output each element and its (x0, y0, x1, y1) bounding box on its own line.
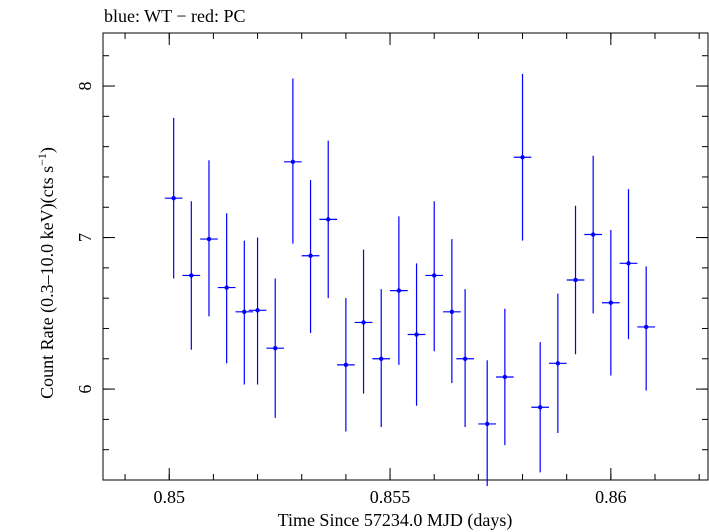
data-points (164, 73, 656, 487)
point-marker (573, 277, 578, 283)
x-tick-label: 0.85 (153, 487, 185, 507)
y-axis-label-main: Count Rate (0.3–10.0 keV)(cts s (37, 166, 58, 399)
chart-title: blue: WT − red: PC (104, 6, 245, 26)
data-point (200, 160, 218, 317)
point-marker (379, 356, 384, 361)
point-marker (432, 273, 437, 278)
point-marker (484, 421, 490, 427)
x-tick-label: 0.86 (595, 487, 627, 507)
y-axis-label-superscript: −1 (35, 153, 49, 166)
data-point (443, 239, 461, 384)
data-point (496, 308, 514, 446)
point-marker (608, 300, 614, 305)
point-marker (396, 288, 402, 293)
point-marker (189, 273, 194, 278)
x-tick-label: 0.855 (370, 487, 411, 507)
x-axis-label: Time Since 57234.0 MJD (days) (278, 510, 513, 531)
data-point (390, 216, 408, 365)
point-marker (273, 345, 278, 351)
point-marker (171, 195, 176, 201)
data-point (217, 213, 236, 364)
data-point (584, 155, 603, 314)
point-marker (626, 261, 631, 266)
point-marker (555, 361, 561, 366)
y-tick-label: 7 (75, 233, 95, 242)
point-marker (502, 374, 508, 380)
point-marker (255, 308, 260, 313)
point-marker (206, 236, 212, 242)
point-marker (326, 217, 331, 222)
point-marker (590, 232, 596, 237)
y-tick-label: 8 (75, 82, 95, 91)
data-point (337, 298, 355, 432)
data-point (566, 205, 585, 355)
data-point (284, 78, 302, 244)
y-axis-label: Count Rate (0.3–10.0 keV)(cts s−1) (35, 147, 58, 399)
data-point (235, 240, 254, 385)
data-point (301, 179, 320, 334)
point-marker (308, 253, 313, 258)
point-marker (343, 362, 349, 368)
plot-frame (102, 32, 709, 481)
point-marker (414, 332, 419, 337)
data-point (354, 249, 373, 394)
data-point (531, 342, 550, 473)
data-point (549, 293, 567, 434)
data-point (248, 237, 267, 385)
axis-ticks (103, 33, 708, 481)
y-tick-label: 6 (75, 385, 95, 394)
data-point (456, 289, 474, 427)
point-marker (290, 159, 296, 164)
point-marker (462, 356, 468, 361)
point-marker (449, 309, 455, 315)
point-marker (537, 405, 543, 410)
point-marker (361, 320, 366, 325)
point-marker (242, 309, 247, 315)
point-marker (520, 155, 525, 160)
data-point (164, 117, 183, 279)
data-point (182, 201, 201, 350)
data-point (478, 360, 497, 487)
data-point (319, 140, 338, 299)
y-axis-label-close: ) (37, 147, 58, 153)
data-point (619, 189, 638, 340)
data-point (407, 263, 426, 406)
point-marker (224, 285, 229, 290)
data-point (372, 289, 391, 427)
data-point (513, 73, 532, 241)
data-point (266, 278, 285, 418)
axis-tick-labels: 0.85 0.855 0.86 6 7 8 (75, 82, 627, 507)
data-point (602, 229, 620, 376)
data-point (425, 201, 444, 352)
data-point (637, 266, 656, 391)
point-marker (643, 324, 649, 330)
